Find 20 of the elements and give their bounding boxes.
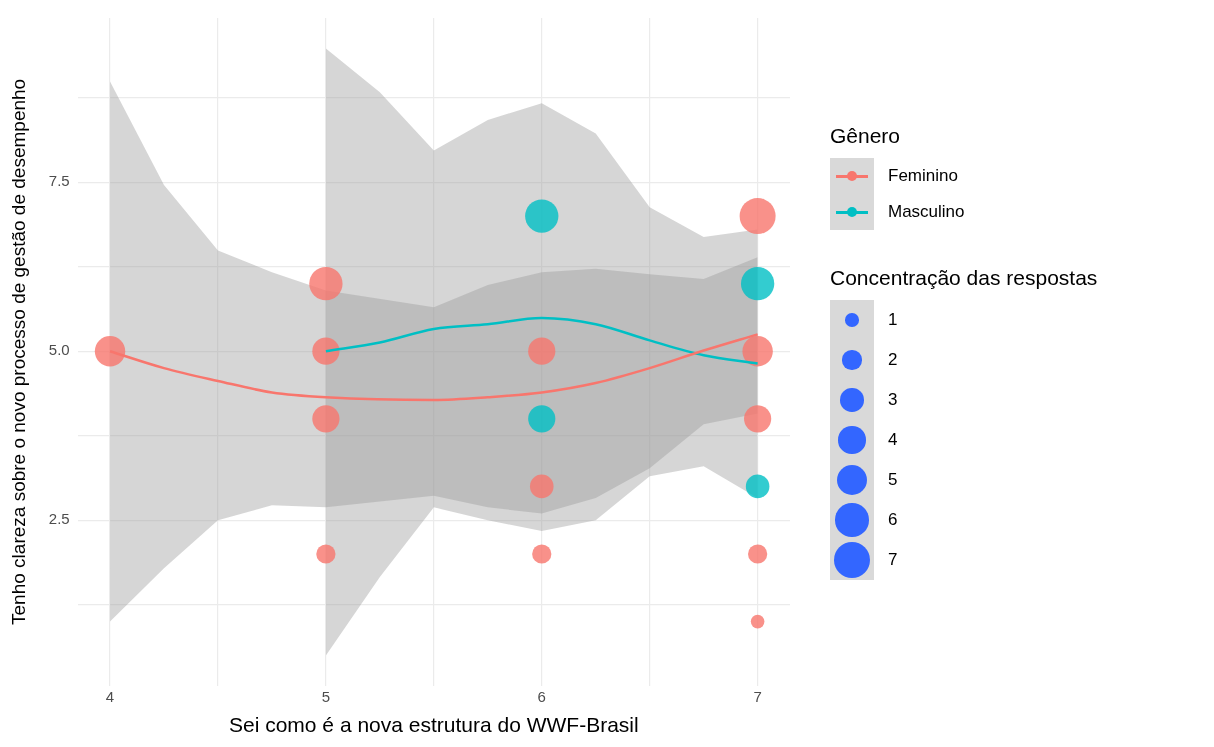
text: Gênero — [830, 124, 901, 147]
x-tick-label: 6 — [537, 687, 546, 705]
x-tick-label: 7 — [753, 687, 762, 705]
x-tick-label: 5 — [321, 687, 331, 705]
x-tick-label: 4 — [105, 687, 115, 705]
y-tick-label: 2.5 — [48, 510, 70, 528]
y-tick-label: 5.0 — [48, 341, 70, 359]
legend-label: 3 — [888, 390, 898, 410]
legend-label: 7 — [888, 550, 898, 570]
legend-label: 2 — [888, 350, 898, 370]
y-axis-title: Tenho clareza sobre o novo processo de gestão de desempenho — [7, 78, 29, 625]
legend-label: Masculino — [888, 202, 965, 222]
legend-label: 4 — [888, 430, 898, 450]
y-tick-label: 7.5 — [48, 172, 70, 190]
legend-label: Feminino — [888, 166, 958, 186]
legend-label: 5 — [888, 470, 898, 490]
x-axis-title: Sei como é a nova estrutura do WWF-Brasil — [229, 713, 639, 737]
text: Concentração das respostas — [830, 266, 1098, 289]
legend-label: 1 — [888, 310, 898, 330]
legend-label: 6 — [888, 510, 898, 530]
